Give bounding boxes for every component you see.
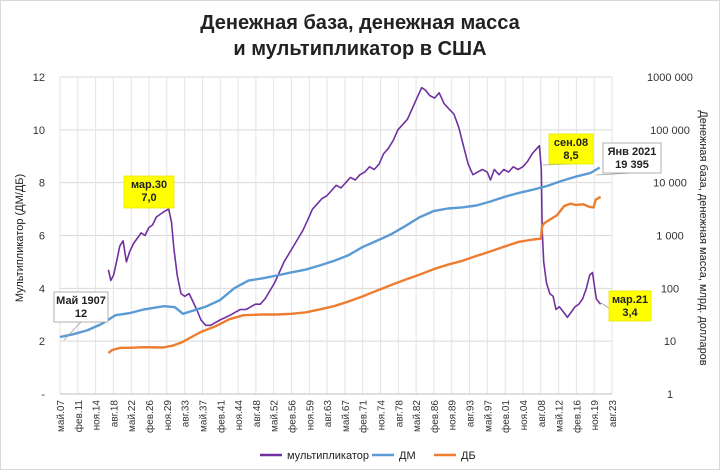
callout-box [548, 133, 594, 165]
y-left-tick-label: 4 [39, 283, 45, 295]
legend: мультипликатор ДМ ДБ [260, 450, 476, 462]
y-left-tick-label: 10 [33, 125, 45, 137]
x-tick-label: фев.41 [215, 400, 227, 433]
y-left-tick-label: 8 [39, 178, 45, 190]
y-left-tick-label: 6 [39, 231, 45, 243]
x-tick-label: фев.11 [73, 400, 85, 433]
y-left-axis-label: Мультипликатор (ДМ/ДБ) [14, 174, 26, 302]
legend-item: ДМ [372, 450, 416, 462]
x-tick-label: ноя.74 [377, 400, 388, 431]
callout-box [602, 142, 662, 174]
x-tick-label: май.22 [127, 400, 138, 432]
y-right-tick-label: 10 [664, 336, 676, 348]
callout-line-2: 7,0 [141, 192, 156, 204]
legend-label: ДБ [461, 450, 476, 462]
callout-line-1: мар.30 [131, 179, 167, 191]
x-tick-label: авг.23 [608, 400, 619, 428]
axis-ticks: - 2 4 6 8 10 12 1 10 100 1 000 10 000 100 000 1000 00… [33, 72, 693, 433]
callout: мар.213,4 [600, 290, 652, 322]
x-tick-label: фев.01 [500, 400, 512, 433]
callout-line-1: Май 1907 [56, 295, 106, 307]
callout: сен.088,5 [542, 133, 594, 166]
x-tick-label: фев.86 [429, 400, 441, 433]
callout-line-1: сен.08 [554, 137, 588, 149]
callout-line-2: 19 395 [615, 159, 649, 171]
x-tick-label: фев.26 [144, 400, 156, 433]
legend-label: мультипликатор [287, 450, 369, 462]
callout-line-2: 8,5 [563, 150, 578, 162]
y-right-tick-label: 1000 000 [647, 72, 693, 84]
gridlines [59, 76, 613, 395]
callout-line-1: Янв 2021 [608, 146, 657, 158]
chart-title: Денежная база, денежная масса и мультипл… [0, 10, 720, 62]
x-tick-label: май.52 [270, 400, 281, 432]
x-tick-label: авг.33 [181, 400, 192, 428]
x-tick-label: фев.71 [358, 400, 370, 433]
callout-box [123, 175, 175, 209]
x-tick-label: ноя.19 [590, 400, 601, 431]
series-line-ДБ [107, 195, 602, 354]
callout-box [608, 290, 652, 322]
x-tick-label: авг.78 [394, 400, 405, 428]
x-tick-label: ноя.59 [305, 400, 316, 431]
chart-title-line-2: и мультипликатор в США [233, 38, 487, 60]
x-tick-label: май.82 [412, 400, 423, 432]
callout-line-2: 12 [75, 308, 87, 320]
y-right-axis-label: Денежная база, денежная масса, млрд. дол… [697, 110, 709, 365]
x-tick-label: май.67 [341, 400, 352, 432]
series-lines [59, 86, 602, 354]
callout-pointer [63, 321, 82, 341]
x-tick-label: май.12 [555, 400, 566, 432]
y-right-tick-label: 100 000 [650, 125, 690, 137]
x-tick-label: ноя.14 [92, 400, 103, 431]
x-tick-label: фев.56 [286, 400, 298, 433]
legend-item: ДБ [434, 450, 476, 462]
y-right-tick-label: 10 000 [653, 178, 687, 190]
series-line-мультипликатор [107, 86, 602, 327]
x-tick-label: май.07 [56, 400, 67, 432]
y-right-tick-label: 100 [661, 283, 679, 295]
callout-line-1: мар.21 [612, 294, 648, 306]
x-tick-label: авг.18 [109, 400, 120, 428]
callout-box [53, 291, 109, 323]
x-tick-label: май.97 [483, 400, 494, 432]
legend-item: мультипликатор [260, 450, 369, 462]
x-tick-label: авг.63 [323, 400, 334, 428]
x-tick-label: май.37 [198, 400, 209, 432]
x-tick-label: авг.93 [466, 400, 477, 428]
x-tick-label: ноя.29 [163, 400, 174, 431]
series-line-ДМ [59, 166, 601, 339]
legend-label: ДМ [399, 450, 416, 462]
x-tick-label: ноя.89 [448, 400, 459, 431]
x-tick-label: авг.08 [537, 400, 548, 428]
chart-title-line-1: Денежная база, денежная масса [200, 12, 520, 34]
callout-line-2: 3,4 [622, 307, 638, 319]
callout: мар.307,0 [123, 175, 175, 209]
y-right-tick-label: 1 000 [656, 231, 684, 243]
y-right-tick-label: 1 [667, 389, 673, 401]
x-tick-label: авг.48 [252, 400, 263, 428]
y-left-tick-label: 12 [33, 72, 45, 84]
y-left-tick-label: 2 [39, 336, 45, 348]
x-tick-label: ноя.44 [234, 400, 245, 431]
y-left-tick-label: - [41, 389, 45, 401]
x-tick-label: ноя.04 [519, 400, 530, 431]
x-tick-label: фев.16 [571, 400, 583, 433]
